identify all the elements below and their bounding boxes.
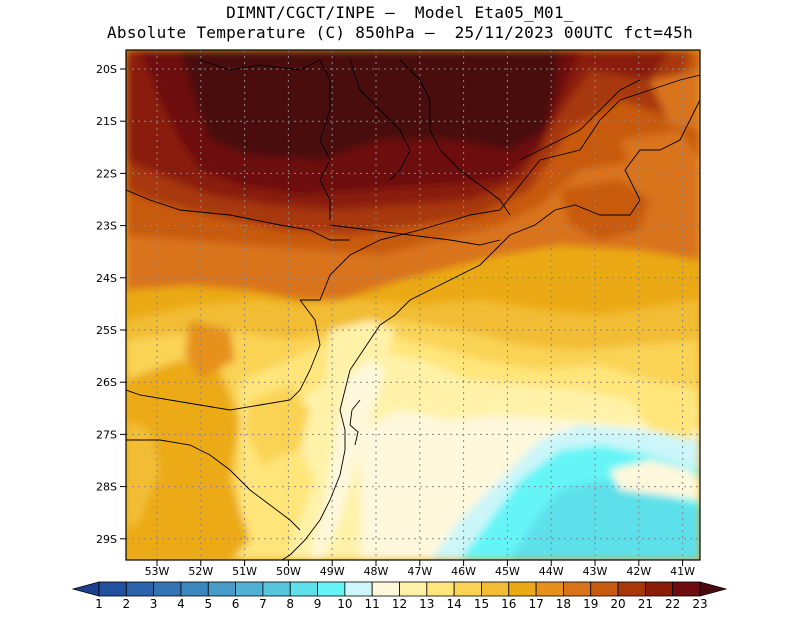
colorbar-segment [207,581,236,597]
lat-label: 20S [96,63,117,76]
map-frame [125,49,701,561]
colorbar-segment [644,581,674,597]
colorbar-label: 11 [364,597,380,611]
colorbar-label: 20 [610,597,626,611]
lon-label: 51W [232,565,257,578]
lon-label: 48W [364,565,389,578]
colorbar-segment [617,581,646,597]
lat-label: 28S [96,481,117,494]
lon-label: 47W [407,565,432,578]
lon-label: 45W [495,565,520,578]
colorbar-segment [235,581,264,597]
latitude-axis: 20S 21S 22S 23S 24S 25S 26S 27S 28S 29S [96,63,126,546]
lon-label: 50W [276,565,301,578]
lat-label: 23S [96,220,117,233]
colorbar-label: 8 [286,597,295,611]
colorbar-label: 2 [122,597,131,611]
colorbar-high-arrow [699,581,728,597]
lon-label: 43W [583,565,608,578]
lat-label: 25S [96,324,117,337]
colorbar-label: 15 [473,597,490,611]
colorbar-label: 22 [665,597,681,611]
colorbar-label: 3 [149,597,158,611]
colorbar-segment [672,581,701,597]
colorbar-label: 23 [692,597,708,611]
colorbar-label: 19 [583,597,599,611]
lon-label: 46W [451,565,476,578]
lon-label: 44W [539,565,564,578]
lon-label: 41W [670,565,695,578]
colorbar-low-arrow [71,581,100,597]
map-subtitle: Absolute Temperature (C) 850hPa – 25/11/… [106,23,694,42]
lat-label: 21S [96,115,117,128]
colorbar [71,581,728,597]
lat-label: 24S [96,272,117,285]
colorbar-label: 4 [177,597,185,611]
colorbar-segment [153,581,182,597]
colorbar-label: 17 [528,597,544,611]
map-title: DIMNT/CGCT/INPE – Model Eta05_M01_ [226,3,574,22]
colorbar-segment [399,581,428,597]
coastline-and-borders [126,59,700,560]
lon-label: 52W [188,565,213,578]
colorbar-segment [262,581,291,597]
temperature-field [126,50,700,560]
colorbar-segment [125,581,155,597]
colorbar-segment [535,581,564,597]
colorbar-segment [371,581,400,597]
colorbar-label: 7 [259,597,267,611]
colorbar-label: 5 [204,597,213,611]
colorbar-segment [317,581,346,597]
colorbar-segment [289,581,318,597]
lon-label: 49W [320,565,345,578]
colorbar-label: 14 [446,597,462,611]
lat-label: 27S [96,428,117,441]
colorbar-segment [590,581,619,597]
colorbar-segment [98,581,127,597]
lon-label: 42W [626,565,651,578]
colorbar-segment [426,581,455,597]
colorbar-label: 13 [419,597,435,611]
colorbar-label: 1 [95,597,103,611]
colorbar-label: 18 [555,597,572,611]
colorbar-label: 21 [637,597,653,611]
lat-label: 22S [96,167,117,180]
colorbar-segment [481,581,510,597]
lon-label: 53W [145,565,170,578]
colorbar-label: 10 [337,597,353,611]
colorbar-label: 16 [501,597,517,611]
colorbar-segment [344,581,373,597]
colorbar-segment [563,581,592,597]
lat-label: 29S [96,533,117,546]
lat-label: 26S [96,376,117,389]
colorbar-segment [453,581,482,597]
colorbar-label: 9 [313,597,322,611]
colorbar-label: 6 [231,597,240,611]
longitude-axis: 53W 52W 51W 50W 49W 48W 47W 46W 45W 44W 43W 42W 41W [145,560,695,578]
colorbar-segment [180,581,209,597]
colorbar-label: 12 [391,597,408,611]
colorbar-segment [508,581,537,597]
